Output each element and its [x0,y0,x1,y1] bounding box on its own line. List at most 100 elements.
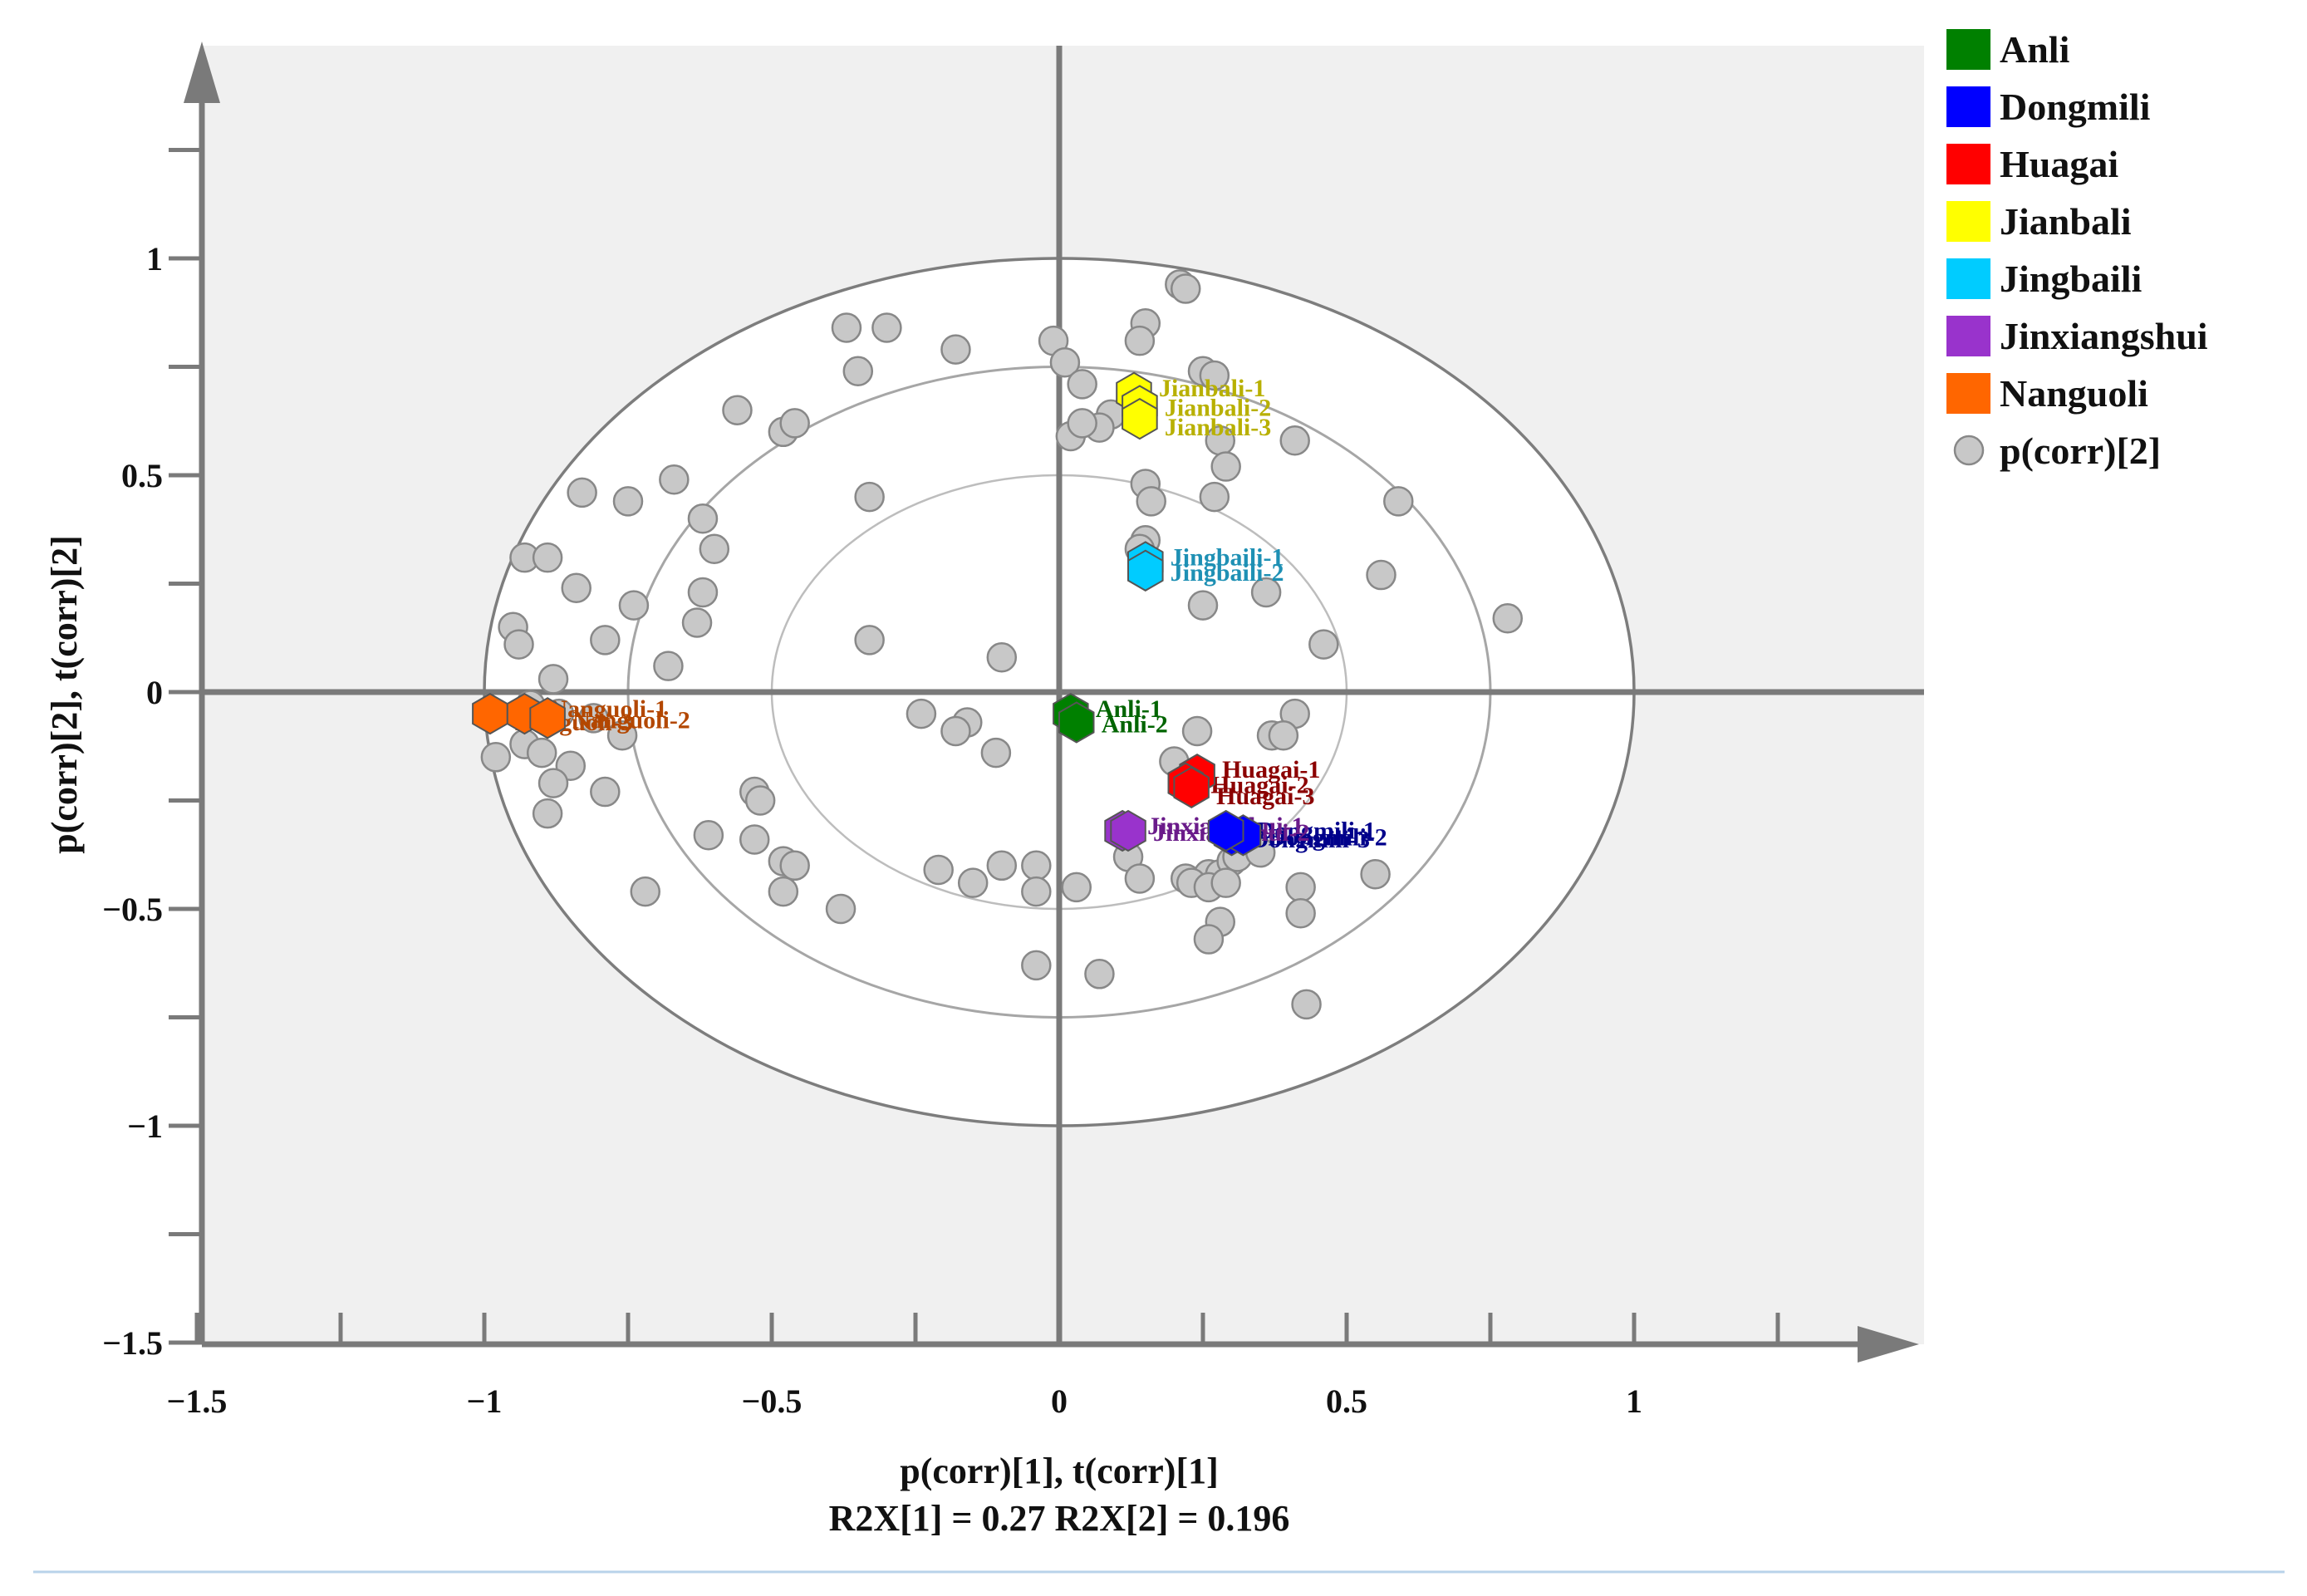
loading-point [699,533,730,564]
loading-point [612,486,644,517]
legend-swatch-jinxiangshui [1946,316,1990,356]
loading-point [1210,867,1241,898]
legend-swatch-dongmili [1946,86,1990,127]
y-axis-title: p(corr)[2], t(corr)[2] [44,535,85,854]
loading-point [687,503,719,534]
observation-label: Nanguoli-2 [572,706,690,734]
loading-point [1279,425,1310,456]
loading-point [940,334,971,365]
loading-point [768,876,799,907]
loading-point [1492,603,1524,634]
loading-point [1383,486,1414,517]
legend-swatch-anli [1946,29,1990,70]
loading-point [503,629,534,660]
observation-point-jinxiangshui [1110,809,1146,852]
loading-point [1061,872,1092,903]
legend-swatch-huagai [1946,144,1990,184]
loading-point [1285,897,1316,929]
loading-point [1136,486,1166,517]
legend-swatch-jianbali [1946,201,1990,242]
loading-point [578,703,609,734]
loading-point [1187,590,1219,621]
loading-point [940,715,971,747]
loading-point [659,464,690,495]
loading-point [739,824,770,855]
loading-point [854,625,885,656]
legend-label: Nanguoli [2000,372,2148,415]
loading-point [825,893,857,925]
y-tick-label: 0.5 [121,457,163,494]
legend-swatch-jingbaili [1946,258,1990,299]
observation-label: Dongmili-3 [1251,826,1370,853]
loading-point [567,477,597,508]
loading-point [1308,629,1339,660]
loading-point [532,798,563,829]
observation-label: Nanguoli-1 [549,695,667,723]
loading-point [1199,360,1230,391]
loading-point [957,867,989,898]
loading-point [630,876,661,907]
observation-label: Huagai-1 [1222,756,1320,783]
axes [169,42,1924,1363]
observation-label: Jingbaili-2 [1171,559,1284,587]
r2x-label: R2X[1] = 0.27 R2X[2] = 0.196 [829,1498,1290,1539]
x-tick-label: −0.5 [742,1382,803,1420]
y-axis-arrow [184,42,220,103]
legend: Anli Dongmili Huagai Jianbali Jingbaili Jinxi… [1946,28,2208,472]
y-tick-label: 0 [146,674,163,711]
legend-label: Jingbaili [2000,258,2143,300]
legend-swatch-nanguoli [1946,373,1990,414]
loading-point [537,664,569,695]
loading-point [1124,863,1156,894]
loading-point [1360,858,1391,890]
loading-point [854,481,885,513]
y-tick-label: −0.5 [102,891,163,928]
loading-point [1021,950,1052,981]
loading-point [532,542,563,573]
legend-label: Jianbali [2000,200,2132,243]
observation-points [472,371,1262,857]
legend-label: Jinxiangshui [2000,315,2208,357]
loading-point [980,737,1012,769]
loading-point [1250,577,1282,608]
loading-point [693,820,724,851]
observation-label: Jianbali-3 [1165,414,1271,441]
y-tick-label: 1 [146,240,163,277]
x-tick-label: 0 [1051,1382,1068,1420]
loading-point [1021,876,1052,907]
observation-point-anli [1058,701,1095,744]
tick-labels: −1.5 −1 −0.5 0 0.5 1 −1.5 −1 −0.5 0 0.5 1 [102,240,1642,1420]
observation-point-jingbaili [1127,549,1164,592]
legend-label: p(corr)[2] [2000,430,2161,472]
loading-point [1181,715,1213,747]
loading-point [986,641,1018,673]
loading-point [590,625,621,656]
loading-point [986,850,1018,881]
loading-point [537,768,569,798]
loading-point [1124,325,1156,356]
observation-point-jianbali [1122,397,1158,440]
loading-point [653,651,684,681]
legend-label: Anli [2000,28,2070,71]
loading-points [480,269,1524,1020]
loading-point [906,698,937,729]
legend-label: Huagai [2000,143,2118,185]
observation-label: Anli-1 [1096,695,1162,723]
x-tick-label: 1 [1626,1382,1642,1420]
loading-point [779,408,810,439]
observation-label: Jianbali-2 [1165,394,1271,421]
loading-point [687,577,719,608]
loading-point [618,590,650,621]
observation-point-dongmili [1207,809,1244,852]
loading-point [480,742,512,773]
y-tick-label: −1.5 [102,1324,163,1362]
loading-point [871,312,902,343]
loading-point [1067,408,1097,439]
loading-point [1049,347,1081,378]
loading-point [1285,872,1316,903]
loading-point [744,785,776,816]
observation-label: Dongmili-1 [1257,817,1376,844]
loading-point [1268,719,1299,751]
loading-point [606,719,638,751]
